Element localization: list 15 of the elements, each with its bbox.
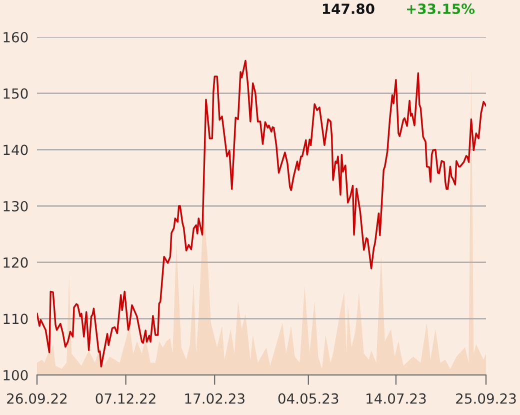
text: +33.15%	[406, 4, 475, 14]
y-tick-label: 140	[4, 144, 28, 156]
y-tick-label: 100	[4, 370, 28, 380]
y-tick-label: 130	[4, 200, 28, 212]
y-tick-label: 110	[4, 314, 28, 324]
x-tick-label: 04.05.23	[278, 393, 338, 404]
y-tick-label: 160	[4, 32, 28, 42]
x-tick-label: 26.09.22	[7, 393, 67, 404]
y-tick-label: 150	[4, 88, 28, 99]
y-tick-label: 120	[4, 257, 28, 268]
x-tick-label: 14.07.23	[366, 393, 426, 404]
x-tick-label: 17.02.23	[185, 393, 244, 404]
x-tick-label: 07.12.22	[96, 393, 156, 404]
text: 147.80	[322, 4, 374, 14]
x-tick-label: 25.09.23	[456, 393, 516, 404]
